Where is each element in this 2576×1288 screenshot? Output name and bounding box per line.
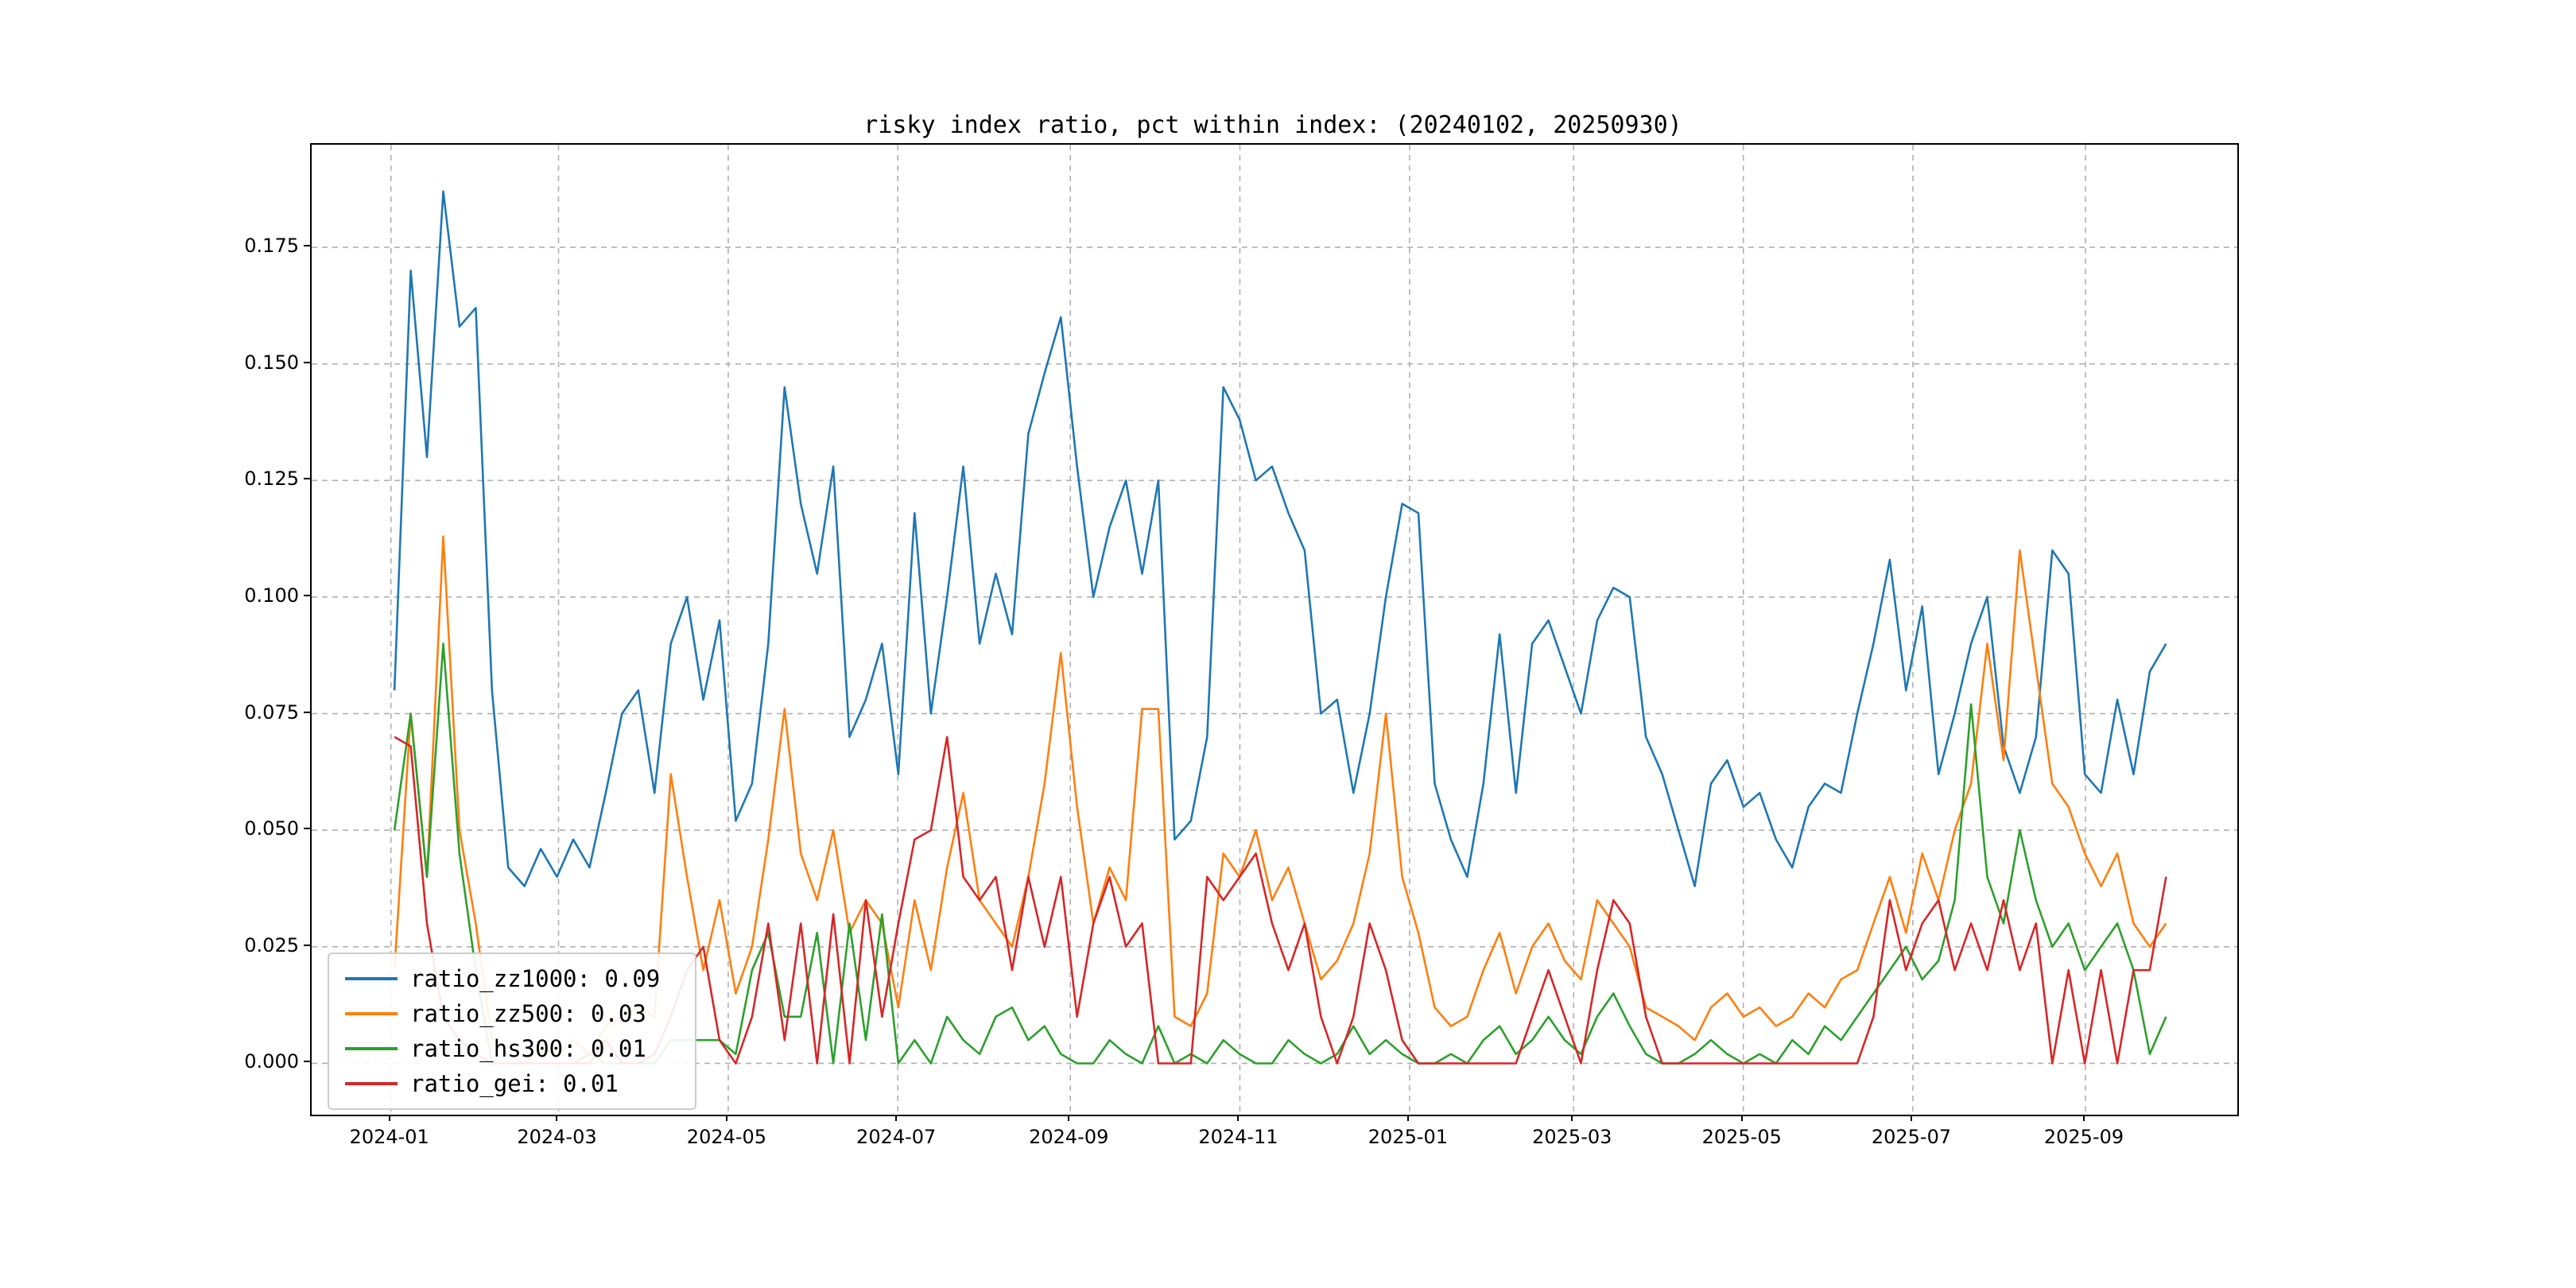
legend-line-hs300-icon (345, 1047, 398, 1050)
x-tick-mark (2083, 1115, 2085, 1121)
x-tick-mark (1740, 1115, 1743, 1121)
x-tick-label: 2025-01 (1368, 1126, 1449, 1148)
x-tick-mark (895, 1115, 898, 1121)
y-tick-label: 0.075 (244, 700, 299, 724)
y-tick-mark (304, 828, 310, 830)
legend-entry-gei: ratio_gei: 0.01 (345, 1070, 679, 1097)
x-tick-label: 2024-05 (686, 1126, 767, 1148)
x-tick-mark (1068, 1115, 1070, 1121)
x-tick-label: 2024-03 (517, 1126, 597, 1148)
x-tick-label: 2025-07 (1871, 1126, 1952, 1148)
y-tick-mark (304, 1061, 310, 1063)
legend-label-hs300: ratio_hs300: 0.01 (410, 1035, 646, 1062)
y-tick-label: 0.150 (244, 351, 299, 374)
legend-entry-zz1000: ratio_zz1000: 0.09 (345, 965, 679, 992)
series-line-ratio_zz1000 (393, 190, 2167, 887)
series-lines (393, 190, 2167, 1065)
x-tick-mark (725, 1115, 727, 1121)
y-tick-label: 0.025 (244, 933, 299, 956)
y-tick-label: 0.175 (244, 235, 299, 258)
y-tick-label: 0.050 (244, 817, 299, 840)
y-tick-mark (304, 478, 310, 480)
x-tick-mark (1237, 1115, 1240, 1121)
legend: ratio_zz1000: 0.09 ratio_zz500: 0.03 rat… (328, 952, 696, 1110)
chart-title: risky index ratio, pct within index: (20… (863, 111, 1682, 139)
legend-label-zz1000: ratio_zz1000: 0.09 (410, 965, 661, 992)
y-tick-mark (304, 944, 310, 946)
x-tick-label: 2024-01 (349, 1126, 429, 1148)
x-tick-label: 2025-03 (1532, 1126, 1612, 1148)
legend-label-gei: ratio_gei: 0.01 (410, 1070, 619, 1097)
y-tick-label: 0.000 (244, 1050, 299, 1073)
x-tick-label: 2024-09 (1029, 1126, 1109, 1148)
x-tick-label: 2025-09 (2043, 1126, 2124, 1148)
legend-line-zz1000-icon (345, 977, 398, 980)
legend-entry-hs300: ratio_hs300: 0.01 (345, 1035, 679, 1062)
legend-entry-zz500: ratio_zz500: 0.03 (345, 1000, 679, 1027)
x-tick-label: 2025-05 (1701, 1126, 1782, 1148)
x-tick-mark (1910, 1115, 1912, 1121)
y-tick-label: 0.100 (244, 584, 299, 607)
series-line-ratio_zz500 (393, 535, 2167, 1065)
x-tick-mark (1406, 1115, 1409, 1121)
y-tick-mark (304, 711, 310, 713)
y-tick-mark (304, 245, 310, 247)
plot-area: ratio_zz1000: 0.09 ratio_zz500: 0.03 rat… (310, 143, 2239, 1116)
legend-line-gei-icon (345, 1082, 398, 1085)
legend-line-zz500-icon (345, 1012, 398, 1015)
legend-label-zz500: ratio_zz500: 0.03 (410, 1000, 646, 1027)
x-tick-label: 2024-07 (856, 1126, 937, 1148)
x-tick-mark (556, 1115, 558, 1121)
x-tick-label: 2024-11 (1198, 1126, 1278, 1148)
y-tick-label: 0.125 (244, 467, 299, 491)
y-tick-mark (304, 361, 310, 363)
x-tick-mark (388, 1115, 390, 1121)
x-tick-mark (1571, 1115, 1573, 1121)
y-tick-mark (304, 594, 310, 596)
